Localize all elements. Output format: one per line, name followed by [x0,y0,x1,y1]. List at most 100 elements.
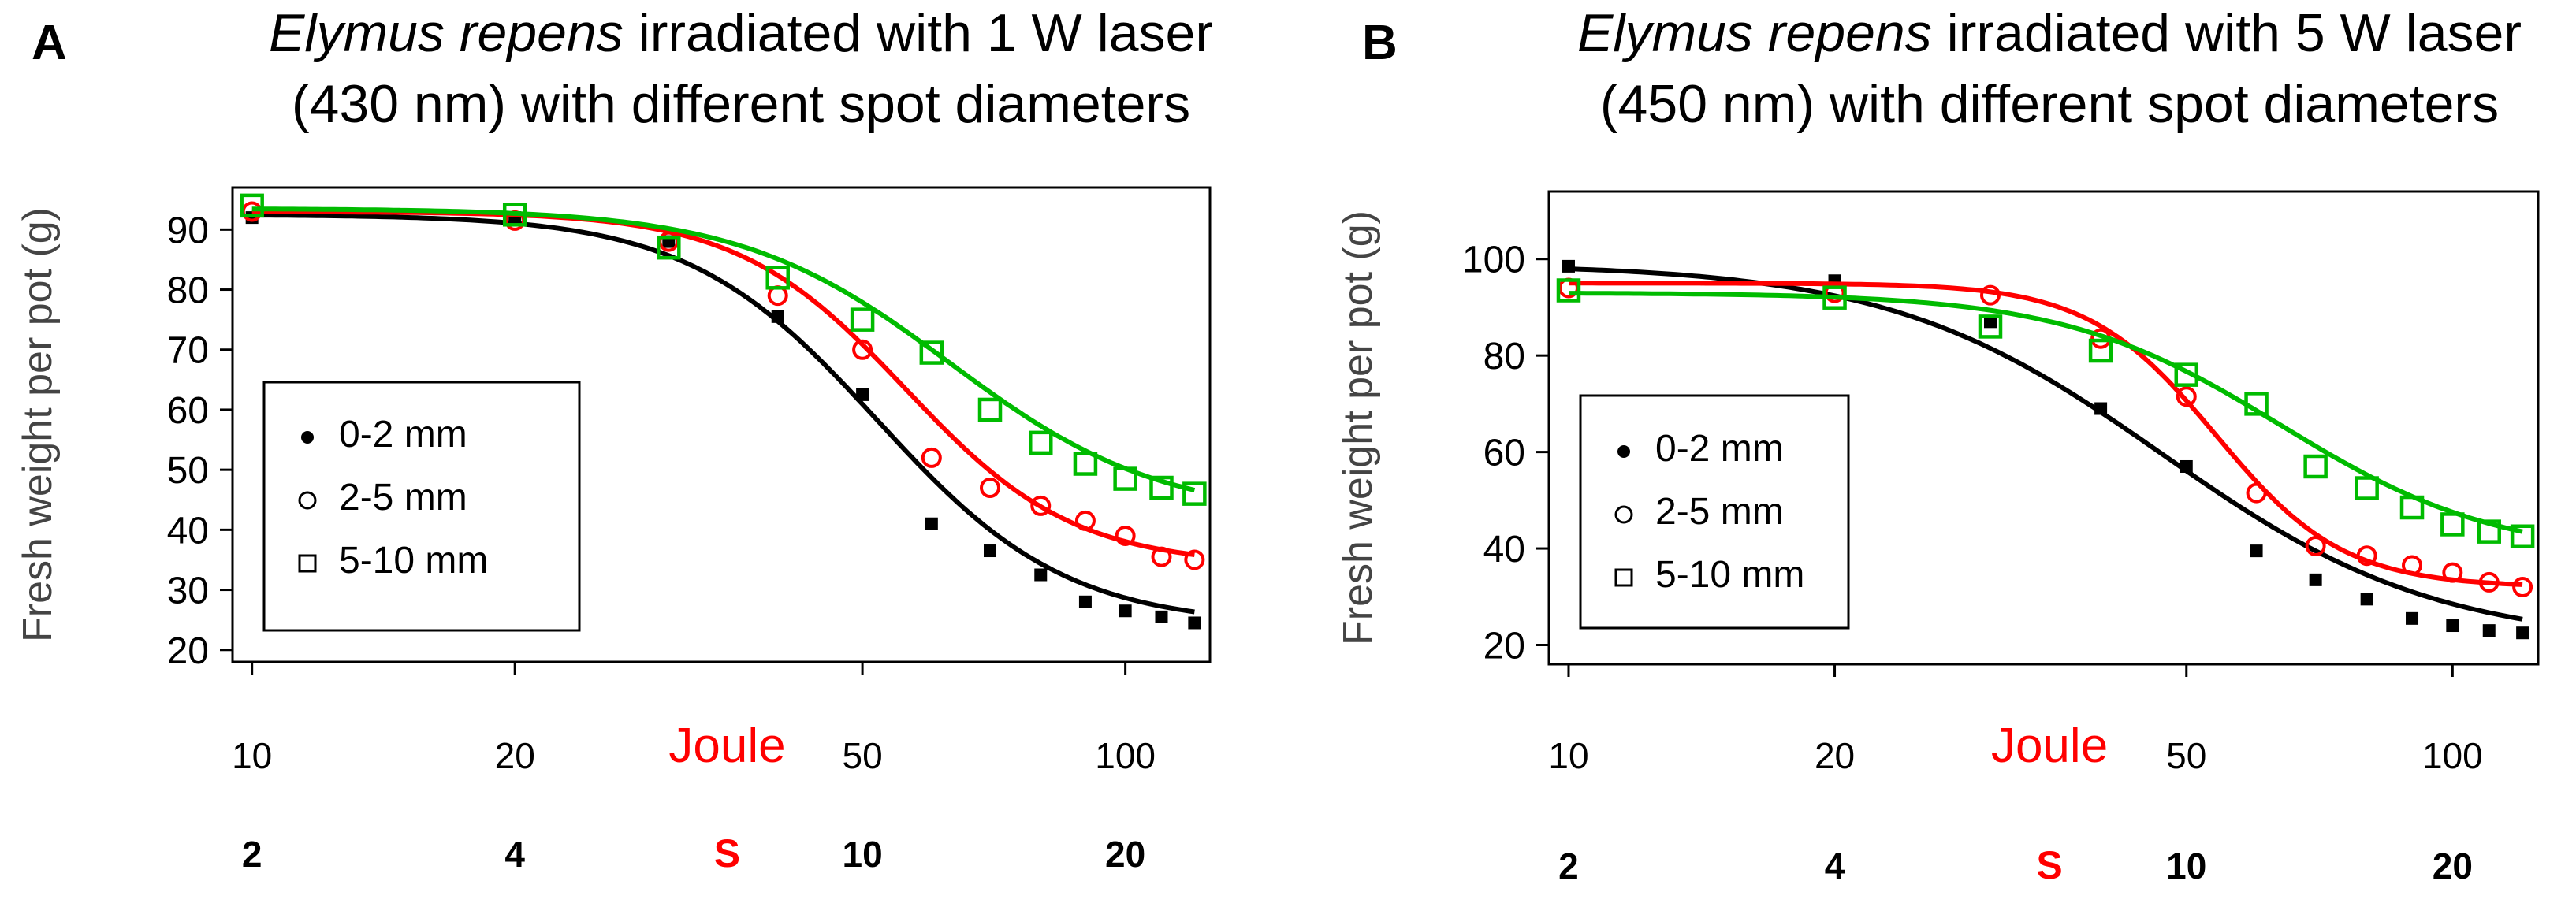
data-point [977,397,1003,422]
data-point [2305,536,2326,556]
data-point [1119,604,1132,618]
data-point [980,478,1001,499]
plot-frame [1547,190,2540,666]
data-point [921,447,942,468]
data-point [765,266,790,290]
y-tick-label: 70 [167,330,209,372]
seconds-label: 2 [242,834,262,875]
data-point [1034,568,1048,582]
series-line-3 [251,206,1196,492]
plot-frame [231,186,1212,663]
data-point [2180,459,2193,473]
legend-marker [1617,445,1630,458]
seconds-unit-label: S [2036,843,2062,887]
title-line1-rest: irradiated with 5 W laser [1932,3,2522,63]
data-point [2402,555,2423,576]
legend-label: 0-2 mm [339,414,467,455]
legend-box [262,381,581,632]
data-point [1983,315,1997,329]
data-point [2478,571,2500,593]
y-tick-label: 40 [167,510,209,552]
data-point [1030,495,1052,516]
chart-title-line2: (430 nm) with different spot diameters [292,74,1190,134]
title-line1-rest: irradiated with 1 W laser [624,3,1213,63]
panel-label: A [32,16,67,70]
data-point [2482,624,2496,637]
series-line-3 [1569,291,2523,534]
chart-title-line1: Elymus repens irradiated with 1 W laser [269,3,1213,63]
data-point [1029,430,1053,455]
data-point [2309,573,2322,586]
data-point [502,203,527,227]
y-tick-label: 80 [1483,336,1525,377]
data-point [1182,481,1207,506]
data-point [2356,545,2377,567]
y-tick-label: 60 [167,390,209,432]
chart-title-line2: (450 nm) with different spot diameters [1600,74,2499,134]
legend-marker [301,431,314,444]
data-point [925,517,938,530]
legend-label: 0-2 mm [1655,428,1784,470]
data-point [1151,546,1172,567]
y-tick-label: 40 [1483,529,1525,570]
data-point [1556,278,1581,303]
seconds-label: 20 [2433,846,2473,886]
panel-label: B [1362,16,1398,70]
data-point [771,310,784,323]
panel-b: B Elymus repens irradiated with 5 W laser… [1335,3,2540,887]
data-point [1074,510,1096,531]
chart-title-line1: Elymus repens irradiated with 5 W laser [1577,3,2522,63]
data-point [2516,626,2529,640]
data-point [2174,362,2199,387]
legend-label: 5-10 mm [1655,554,1804,596]
data-point [919,340,944,365]
data-point [856,388,869,401]
x-unit-label-joule: Joule [1991,719,2108,773]
x-tick-label: 20 [1815,735,1855,776]
y-tick-label: 30 [167,570,209,612]
data-point [2250,544,2263,558]
series-line-1 [251,213,1195,615]
seconds-label: 2 [1558,846,1579,886]
data-point [2446,619,2459,633]
y-axis-label: Fresh weight per pot (g) [1335,210,1381,645]
data-point [1155,610,1168,623]
legend-label: 2-5 mm [1655,491,1784,533]
panel-a: A Elymus repens irradiated with 1 W laser… [15,3,1213,875]
x-tick-label: 100 [1095,735,1156,776]
seconds-label: 4 [1825,846,1845,886]
data-point [984,544,997,558]
data-point [240,193,264,218]
data-point [657,235,681,260]
seconds-label: 10 [2166,846,2206,886]
y-tick-label: 100 [1462,240,1525,281]
legend-box [1579,394,1850,630]
y-tick-label: 50 [167,450,209,492]
series-line-2 [1569,281,2523,587]
data-point [2406,611,2419,625]
series-line-1 [1568,266,2523,622]
data-point [2355,476,2379,500]
legend-marker [298,491,317,510]
y-tick-label: 90 [167,210,209,251]
legend-marker [1614,505,1633,524]
data-point [850,307,875,332]
data-point [2244,392,2269,416]
seconds-label: 10 [843,834,883,875]
x-tick-label: 20 [495,735,535,776]
data-point [1188,616,1201,630]
legend-label: 2-5 mm [339,477,467,518]
seconds-label: 20 [1105,834,1145,875]
seconds-unit-label: S [714,831,740,875]
legend-marker [298,554,317,573]
data-point [2303,454,2328,479]
x-tick-label: 10 [1548,735,1588,776]
data-point [2360,593,2373,606]
data-point [1184,549,1205,570]
title-species: Elymus repens [269,3,624,63]
data-point [1115,525,1136,546]
y-tick-label: 20 [167,630,209,672]
data-point [2399,495,2425,520]
